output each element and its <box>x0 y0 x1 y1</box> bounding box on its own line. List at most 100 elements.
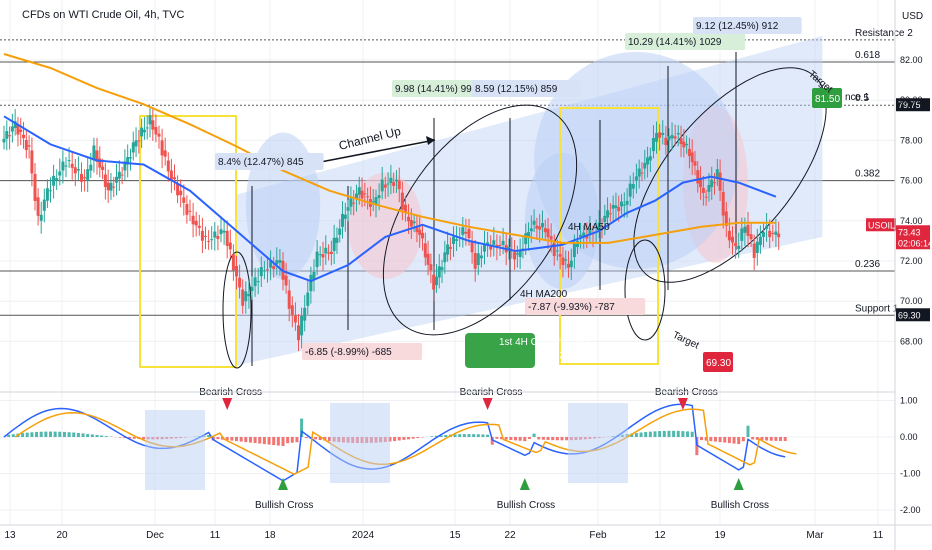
candle-body <box>259 267 263 277</box>
candle-body <box>762 232 765 237</box>
candle-body <box>109 182 113 191</box>
candle-body <box>222 230 226 233</box>
highlight-box-left <box>139 115 237 368</box>
level-label: 0.236 <box>855 259 880 270</box>
candle-body <box>338 228 342 235</box>
candle-body <box>117 171 121 179</box>
macd-hist-bar <box>672 430 676 437</box>
candle-body <box>357 187 361 195</box>
macd-hist-bar <box>318 437 322 440</box>
candle-body <box>637 168 641 177</box>
candle-body <box>713 182 717 184</box>
y-tick-label: 72.00 <box>900 256 923 266</box>
x-tick-label: 12 <box>654 530 666 541</box>
candle-body <box>341 213 345 227</box>
candle-body <box>173 177 176 180</box>
macd-hist-bar <box>774 437 778 441</box>
candle-body <box>389 177 393 184</box>
macd-hist-bar <box>72 432 76 437</box>
price-tag-bg <box>866 218 896 232</box>
candle-body <box>455 239 459 241</box>
candle-body <box>98 158 102 168</box>
macd-hist-bar <box>314 437 318 440</box>
macd-hist-bar <box>253 437 257 444</box>
macd-hist-bar <box>658 431 662 437</box>
candle-body <box>461 227 465 235</box>
candle-body <box>106 182 110 191</box>
annotation-text: 8.59 (12.15%) 859 <box>475 84 558 95</box>
annotation-text: 4H MA50 <box>568 222 610 233</box>
macd-hist-bar <box>402 437 406 440</box>
annotation-text: 69.30 <box>706 358 731 369</box>
macd-hist-bar <box>44 431 48 437</box>
candle-body <box>241 289 245 306</box>
bearish-cross-arrow <box>222 398 233 410</box>
moving-averages <box>3 53 777 283</box>
candle-body <box>315 251 319 268</box>
macd-hist-bar <box>700 437 703 441</box>
candle-body <box>182 197 186 203</box>
candle-body <box>24 139 28 151</box>
candle-body <box>22 134 26 139</box>
macd-hist-bar <box>648 431 652 437</box>
candle-body <box>55 178 59 181</box>
candle-body <box>45 188 49 201</box>
annotation-text: 10.29 (14.41%) 1029 <box>628 37 722 48</box>
candle-body <box>685 143 689 146</box>
cross-zone <box>145 410 205 490</box>
candle-body <box>452 236 455 244</box>
candle-body <box>758 236 762 245</box>
candle-body <box>73 167 77 174</box>
macd-hist-bar <box>704 437 708 441</box>
macd-hist-bar <box>639 432 643 437</box>
annotation-text: 1st 4H Golden Cross <box>499 337 592 348</box>
highlight-box-right <box>559 107 659 365</box>
chart-title: CFDs on WTI Crude Oil, 4h, TVC <box>22 9 184 21</box>
projection-ellipse <box>382 104 578 336</box>
candle-body <box>169 170 173 180</box>
macd-hist-bar <box>30 432 34 437</box>
candle-body <box>30 150 34 174</box>
macd-hist-bar <box>634 433 638 437</box>
candle-body <box>272 266 276 270</box>
candle-body <box>611 204 615 209</box>
candle-body <box>552 243 556 256</box>
macd-hist-bar <box>248 437 252 443</box>
macd-hist-bar <box>760 437 764 441</box>
macd-hist-bar <box>123 437 127 439</box>
candle-body <box>600 226 604 228</box>
macd-hist-bar <box>95 434 99 437</box>
candle-body <box>421 232 424 239</box>
macd-hist-bar <box>281 437 285 447</box>
x-tick-label: Dec <box>146 530 164 541</box>
macd-hist-bar <box>411 437 415 439</box>
macd-hist-bar <box>662 430 666 437</box>
candle-body <box>397 180 401 190</box>
x-tick-label: 11 <box>873 530 884 541</box>
candle-body <box>423 243 427 258</box>
macd-hist-bar <box>104 436 108 437</box>
candle-body <box>432 274 436 290</box>
macd-hist-bar <box>653 431 657 437</box>
price-tag-bg <box>896 236 930 250</box>
macd-hist-bar <box>76 432 80 437</box>
candle-body <box>582 232 586 236</box>
candle-body <box>95 150 99 162</box>
candle-body <box>513 252 517 260</box>
candle-body <box>101 166 105 170</box>
x-tick-label: 22 <box>504 530 516 541</box>
candle-body <box>561 257 565 266</box>
macd-hist-bar <box>304 437 308 438</box>
y-tick-label: 82.00 <box>900 55 923 65</box>
annotation-box <box>215 153 324 170</box>
candle-body <box>403 204 407 213</box>
candle-body <box>473 252 477 269</box>
macd-hist-bar <box>755 437 759 440</box>
price-tag-label: 79.75 <box>898 100 921 110</box>
macd-hist-bar <box>667 430 671 437</box>
x-tick-label: Mar <box>806 530 824 541</box>
candle-body <box>646 157 650 165</box>
candle-body <box>585 234 589 239</box>
candle-body <box>145 127 149 129</box>
